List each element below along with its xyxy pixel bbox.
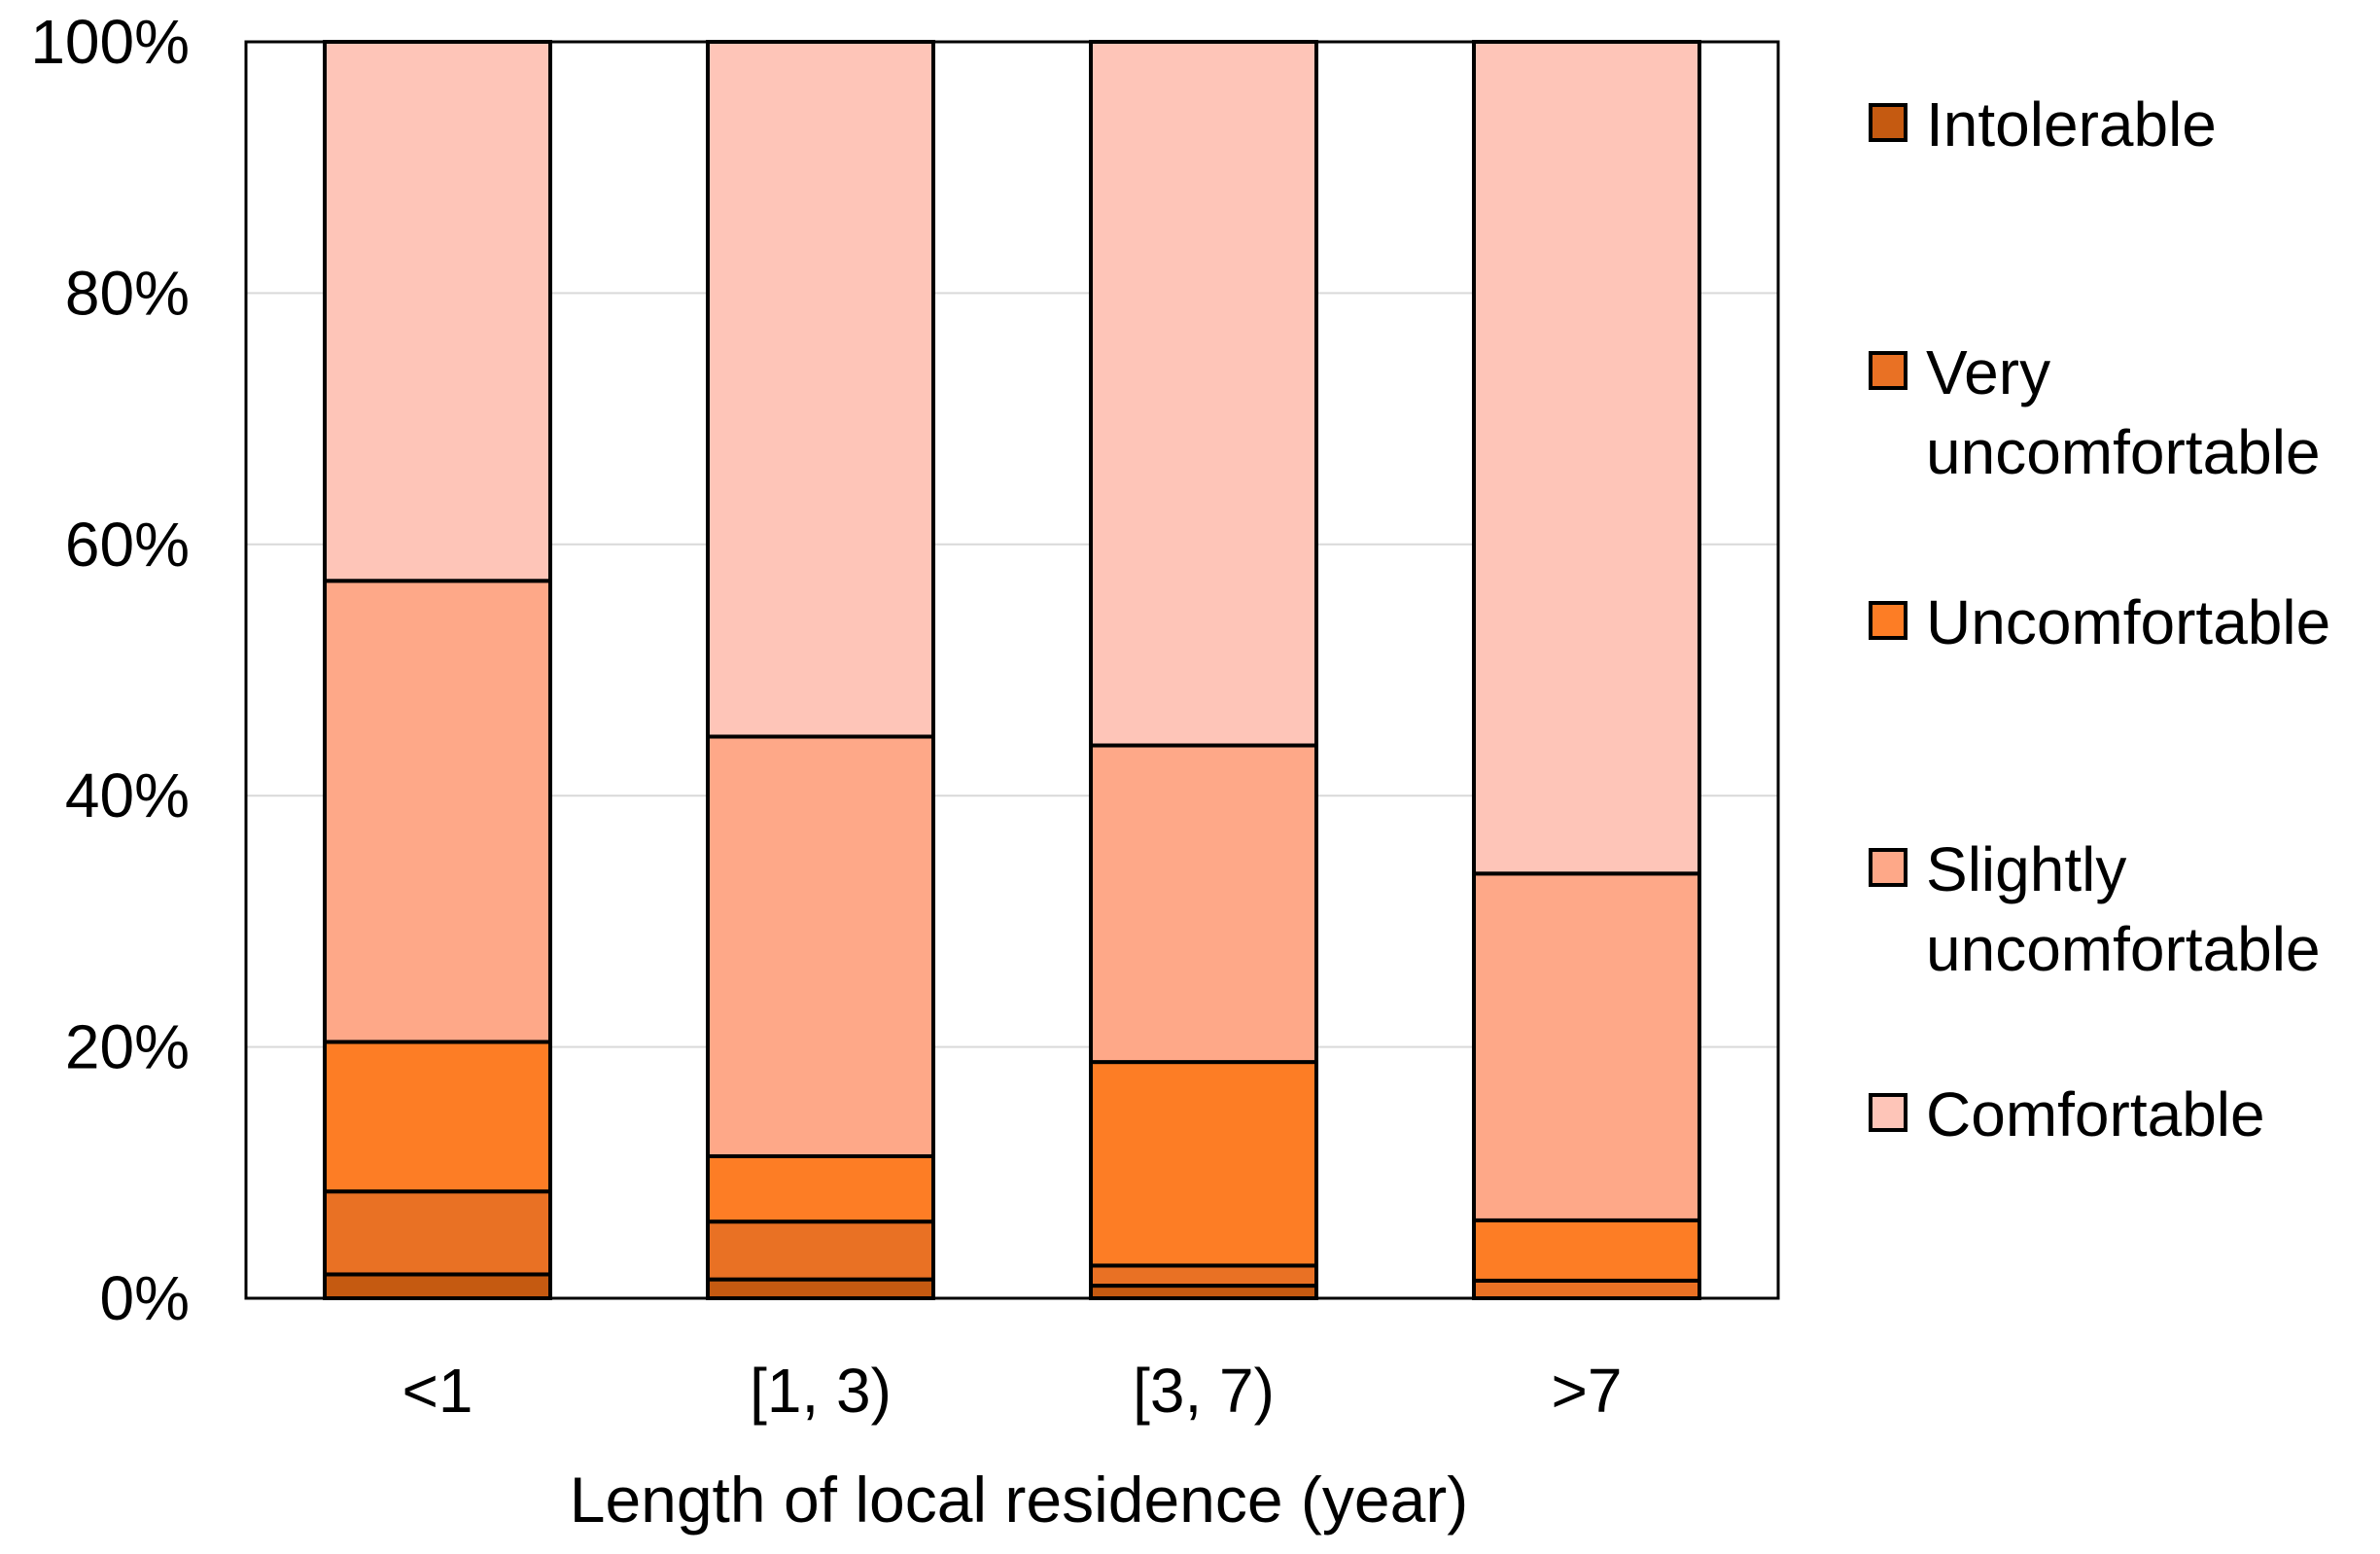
legend-label: Slightly — [1926, 834, 2126, 904]
legend-swatch — [1869, 351, 1908, 390]
legend-label: Intolerable — [1926, 89, 2217, 159]
y-axis: 0% 20% 40% 60% 80% 100% — [30, 7, 190, 1333]
bar-segment-uncomfortable — [706, 1154, 935, 1224]
x-tick-label: >7 — [1552, 1356, 1623, 1426]
legend-item-uncomfortable: Uncomfortable — [1869, 587, 2330, 657]
legend-label: Uncomfortable — [1926, 587, 2330, 657]
x-tick-label: <1 — [402, 1356, 473, 1426]
legend-item-comfortable: Comfortable — [1869, 1079, 2265, 1149]
bar-segment-intolerable — [706, 1277, 935, 1300]
bar-segment-comfortable — [1089, 40, 1318, 748]
bar-segment-uncomfortable — [323, 1040, 552, 1194]
bar-segment-uncomfortable — [1089, 1060, 1318, 1268]
y-tick-label: 20% — [65, 1012, 190, 1082]
legend-swatch — [1869, 848, 1908, 887]
bar-segment-comfortable — [1472, 40, 1701, 876]
legend-label: uncomfortable — [1926, 914, 2321, 984]
legend-item-intolerable: Intolerable — [1869, 89, 2217, 159]
bar-segment-very-uncomfortable — [706, 1219, 935, 1282]
legend-item-slightly-uncomfortable: Slightly uncomfortable — [1869, 834, 2321, 984]
legend-swatch — [1869, 103, 1908, 142]
bar-segment-slightly-uncomfortable — [706, 734, 935, 1159]
y-tick-label: 0% — [100, 1263, 191, 1333]
y-tick-label: 40% — [65, 760, 190, 830]
bar-segment-very-uncomfortable — [1472, 1278, 1701, 1300]
plot-area — [244, 40, 1780, 1300]
bar-segment-very-uncomfortable — [1089, 1263, 1318, 1289]
legend-label: uncomfortable — [1926, 417, 2321, 487]
bar-stack-3-7 — [1089, 40, 1318, 1300]
bars — [323, 40, 1701, 1301]
bar-segment-intolerable — [323, 1272, 552, 1301]
bar-segment-very-uncomfortable — [323, 1189, 552, 1277]
legend-swatch — [1869, 601, 1908, 640]
y-tick-label: 100% — [30, 7, 190, 77]
bar-segment-comfortable — [323, 40, 552, 583]
bar-segment-uncomfortable — [1472, 1218, 1701, 1283]
x-axis: <1 [1, 3) [3, 7) >7 — [402, 1356, 1623, 1426]
x-tick-label: [1, 3) — [750, 1356, 892, 1426]
y-tick-label: 80% — [65, 258, 190, 328]
bar-segment-slightly-uncomfortable — [323, 579, 552, 1044]
x-axis-title: Length of local residence (year) — [570, 1464, 1469, 1536]
bar-segment-slightly-uncomfortable — [1472, 871, 1701, 1222]
bar-segment-slightly-uncomfortable — [1089, 743, 1318, 1065]
legend-item-very-uncomfortable: Very uncomfortable — [1869, 337, 2321, 487]
bar-stack-7 — [1472, 40, 1701, 1300]
bar-segment-comfortable — [706, 40, 935, 739]
bar-stack-1-3 — [706, 40, 935, 1300]
legend: Intolerable Very uncomfortable Uncomfortabl… — [1869, 89, 2330, 1149]
x-tick-label: [3, 7) — [1133, 1356, 1275, 1426]
y-tick-label: 60% — [65, 510, 190, 580]
legend-label: Very — [1926, 337, 2050, 407]
legend-swatch — [1869, 1093, 1908, 1132]
bar-stack-1 — [323, 40, 552, 1301]
legend-label: Comfortable — [1926, 1079, 2265, 1149]
